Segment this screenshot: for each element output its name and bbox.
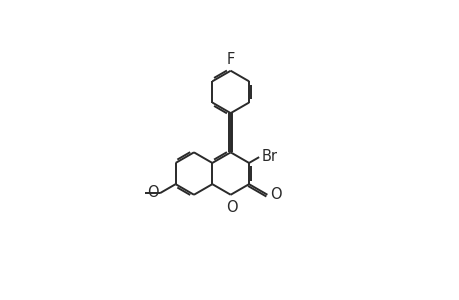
Text: O: O bbox=[147, 185, 158, 200]
Text: O: O bbox=[226, 200, 237, 215]
Text: Br: Br bbox=[261, 149, 277, 164]
Text: O: O bbox=[269, 187, 281, 202]
Text: F: F bbox=[226, 52, 234, 67]
